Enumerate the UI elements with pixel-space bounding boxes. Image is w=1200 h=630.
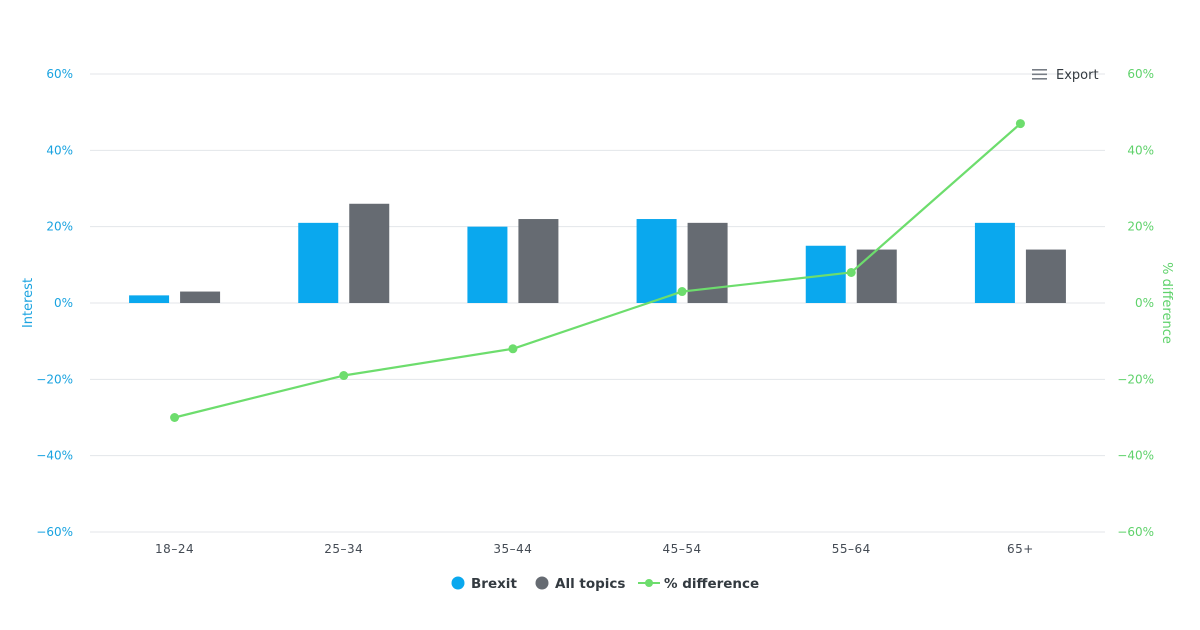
bar-brexit (129, 295, 170, 303)
legend-label-all-topics: All topics (555, 576, 625, 592)
right-tick-label: −20% (1117, 372, 1154, 386)
right-tick-label: 0% (1135, 296, 1154, 310)
left-tick-label: 20% (46, 220, 73, 234)
bar-all-topics (518, 219, 559, 303)
bars (129, 203, 1066, 303)
bar-brexit (636, 219, 677, 303)
bar-brexit (467, 226, 508, 303)
left-tick-label: 0% (54, 296, 73, 310)
difference-point (846, 267, 856, 277)
bar-all-topics (180, 291, 221, 303)
right-tick-label: 60% (1127, 67, 1154, 81)
legend: Brexit All topics % difference (451, 576, 759, 592)
legend-marker-brexit (451, 576, 465, 590)
x-axis-ticks: 18–24 25–34 35–44 45–54 55–64 65+ (155, 542, 1034, 556)
bar-all-topics (349, 203, 390, 303)
difference-point (170, 413, 180, 422)
left-tick-label: −60% (36, 525, 73, 539)
legend-marker-all-topics (535, 576, 549, 590)
legend-label-difference: % difference (664, 576, 759, 592)
grid-lines (90, 73, 1105, 533)
x-tick-label: 45–54 (663, 542, 702, 556)
legend-item-difference[interactable]: % difference (638, 576, 759, 592)
difference-line-path (174, 122, 1022, 419)
right-axis-title: % difference (1159, 262, 1174, 344)
x-tick-label: 55–64 (832, 542, 871, 556)
hamburger-menu-icon (1032, 69, 1047, 80)
bar-all-topics (856, 249, 897, 303)
difference-point (677, 287, 687, 297)
legend-label-brexit: Brexit (471, 576, 517, 592)
left-axis-ticks: 60% 40% 20% 0% −20% −40% −60% (36, 67, 73, 539)
right-tick-label: 20% (1127, 220, 1154, 234)
left-tick-label: −20% (36, 372, 73, 386)
left-axis-title: Interest (21, 278, 36, 328)
legend-marker-difference (645, 579, 653, 587)
bar-brexit (974, 222, 1015, 303)
legend-item-all-topics[interactable]: All topics (535, 576, 626, 592)
right-tick-label: −40% (1117, 449, 1154, 463)
x-tick-label: 25–34 (324, 542, 363, 556)
legend-item-brexit[interactable]: Brexit (451, 576, 518, 592)
bar-brexit (298, 222, 339, 303)
difference-point (508, 344, 518, 354)
x-tick-label: 35–44 (493, 542, 532, 556)
x-tick-label: 18–24 (155, 542, 194, 556)
export-button[interactable]: Export (1024, 62, 1104, 86)
difference-point (1015, 119, 1025, 129)
left-tick-label: 60% (46, 67, 73, 81)
left-tick-label: 40% (46, 143, 73, 157)
difference-line (170, 119, 1025, 422)
right-tick-label: −60% (1117, 525, 1154, 539)
left-tick-label: −40% (36, 449, 73, 463)
bar-all-topics (1025, 249, 1066, 303)
x-tick-label: 65+ (1007, 542, 1034, 556)
export-label: Export (1056, 68, 1099, 83)
right-tick-label: 40% (1127, 143, 1154, 157)
right-axis-ticks: 60% 40% 20% 0% −20% −40% −60% (1117, 67, 1154, 539)
difference-point (339, 371, 349, 381)
